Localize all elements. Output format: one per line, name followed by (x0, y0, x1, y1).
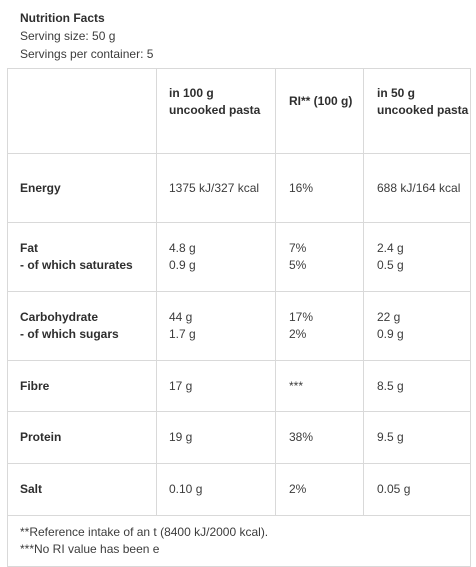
cell-per100: 4.8 g 0.9 g (156, 222, 276, 292)
header-per100-line1: in 100 g (169, 86, 214, 100)
cell-ri: 17% 2% (275, 291, 364, 361)
row-label-text: Fibre (20, 378, 50, 393)
footnote-no-ri-value: ***No RI value has been e (20, 542, 160, 556)
table-row-salt: Salt 0.10 g 2% 0.05 g (7, 463, 471, 516)
cell-ri: 16% (275, 153, 364, 223)
cell-per100: 0.10 g (156, 463, 276, 516)
table-row-protein: Protein 19 g 38% 9.5 g (7, 411, 471, 464)
row-label: Fibre (7, 360, 157, 412)
cell-per50-subvalue: 0.5 g (377, 258, 404, 272)
header-cell-empty (7, 68, 157, 154)
cell-ri-value: 16% (289, 180, 314, 195)
footnote-reference-intake: **Reference intake of an t (8400 kJ/2000… (20, 525, 269, 539)
cell-per100-value: 17 g (169, 378, 193, 393)
table-row-fat: Fat - of which saturates 4.8 g 0.9 g 7% … (7, 222, 471, 292)
nutrition-title: Nutrition Facts (20, 11, 105, 25)
header-cell-ri: RI** (100 g) (275, 68, 364, 154)
nutrition-header: Nutrition Facts Serving size: 50 g Servi… (20, 9, 153, 63)
cell-ri-value: 38% (289, 430, 314, 444)
table-header-row: in 100 g uncooked pasta RI** (100 g) in … (7, 68, 471, 154)
row-label-text: Salt (20, 482, 43, 496)
table-row-carbohydrate: Carbohydrate - of which sugars 44 g 1.7 … (7, 291, 471, 361)
header-ri-line1: RI** (100 g) (289, 94, 353, 108)
cell-per50: 22 g 0.9 g (363, 291, 471, 361)
cell-per100-value: 44 g (169, 310, 193, 324)
cell-ri-value: *** (289, 378, 304, 393)
cell-per50-subvalue: 0.9 g (377, 327, 404, 341)
cell-per100-value: 0.10 g (169, 482, 203, 496)
servings-per-container: Servings per container: 5 (20, 47, 154, 61)
row-label: Fat - of which saturates (7, 222, 157, 292)
cell-ri: 7% 5% (275, 222, 364, 292)
cell-ri-value: 2% (289, 482, 307, 496)
table-footnote-row: **Reference intake of an t (8400 kJ/2000… (7, 515, 471, 567)
cell-per50-value: 688 kJ/164 kcal (377, 180, 461, 195)
footnotes-cell: **Reference intake of an t (8400 kJ/2000… (7, 515, 471, 567)
row-label: Protein (7, 411, 157, 464)
header-cell-per100: in 100 g uncooked pasta (156, 68, 276, 154)
row-label-text: Fat (20, 241, 38, 255)
cell-per100: 19 g (156, 411, 276, 464)
cell-ri-subvalue: 5% (289, 258, 307, 272)
cell-per100-value: 1375 kJ/327 kcal (169, 180, 260, 195)
cell-per50-value: 0.05 g (377, 482, 411, 496)
cell-per50: 8.5 g (363, 360, 471, 412)
cell-ri-value: 7% (289, 241, 307, 255)
cell-ri: *** (275, 360, 364, 412)
cell-per50-value: 2.4 g (377, 241, 404, 255)
cell-per50: 9.5 g (363, 411, 471, 464)
cell-per100: 44 g 1.7 g (156, 291, 276, 361)
row-sublabel-text: - of which saturates (20, 258, 133, 272)
cell-ri-value: 17% (289, 310, 314, 324)
cell-per50: 688 kJ/164 kcal (363, 153, 471, 223)
cell-ri: 2% (275, 463, 364, 516)
row-label: Carbohydrate - of which sugars (7, 291, 157, 361)
table-row-energy: Energy 1375 kJ/327 kcal 16% 688 kJ/164 k… (7, 153, 471, 223)
cell-ri-subvalue: 2% (289, 327, 307, 341)
cell-per50-value: 8.5 g (377, 378, 404, 393)
cell-per50: 2.4 g 0.5 g (363, 222, 471, 292)
cell-per50-value: 22 g (377, 310, 401, 324)
cell-per100-subvalue: 1.7 g (169, 327, 196, 341)
nutrition-table: in 100 g uncooked pasta RI** (100 g) in … (7, 68, 471, 567)
row-label-text: Protein (20, 430, 62, 444)
row-sublabel-text: - of which sugars (20, 327, 119, 341)
header-per50-line1: in 50 g (377, 86, 416, 100)
cell-per100: 1375 kJ/327 kcal (156, 153, 276, 223)
serving-size: Serving size: 50 g (20, 29, 116, 43)
header-per100-line2: uncooked pasta (169, 103, 261, 117)
cell-ri: 38% (275, 411, 364, 464)
table-row-fibre: Fibre 17 g *** 8.5 g (7, 360, 471, 412)
row-label-text: Energy (20, 180, 61, 195)
header-per50-line2: uncooked pasta (377, 103, 469, 117)
cell-per50: 0.05 g (363, 463, 471, 516)
row-label: Salt (7, 463, 157, 516)
cell-per100: 17 g (156, 360, 276, 412)
cell-per50-value: 9.5 g (377, 430, 404, 444)
cell-per100-value: 19 g (169, 430, 193, 444)
row-label-text: Carbohydrate (20, 310, 99, 324)
cell-per100-value: 4.8 g (169, 241, 196, 255)
header-cell-per50: in 50 g uncooked pasta (363, 68, 471, 154)
cell-per100-subvalue: 0.9 g (169, 258, 196, 272)
row-label: Energy (7, 153, 157, 223)
